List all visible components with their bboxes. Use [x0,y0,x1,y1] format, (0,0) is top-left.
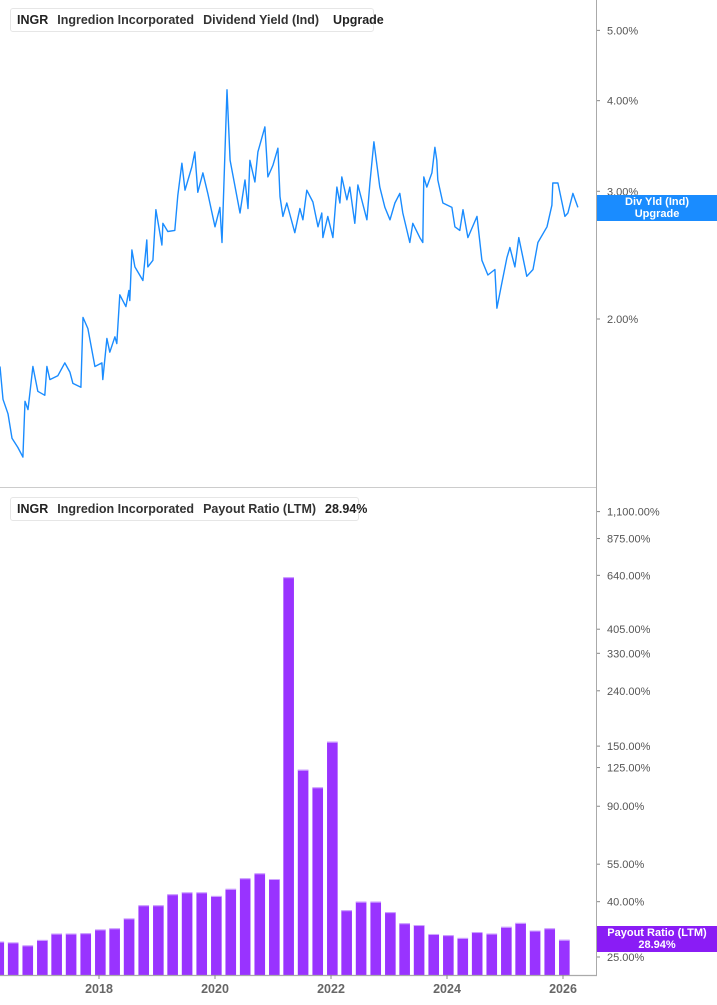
x-tick-label: 2018 [85,982,113,996]
payout-bar [529,930,541,975]
payout-bar [370,901,382,975]
payout-bar [22,945,34,975]
payout-ratio-current-tag: Payout Ratio (LTM) 28.94% [597,926,717,952]
payout-bar [501,926,512,975]
payout-bar [0,941,5,975]
x-tick-label: 2024 [433,982,461,996]
x-tick-label: 2020 [201,982,229,996]
y-tick-label: 4.00% [607,96,638,108]
payout-bar [239,878,251,975]
y-tick-label: 405.00% [607,624,651,636]
y-tick-label: 2.00% [607,314,638,326]
payout-bar [559,939,570,975]
payout-bar [385,912,396,975]
dividend-yield-current-tag[interactable]: Div Yld (Ind) Upgrade [597,195,717,221]
y-tick-label: 150.00% [607,741,651,753]
legend-company: Ingredion Incorporated [57,502,195,516]
payout-bar [544,928,556,975]
y-tick-label: 5.00% [607,25,638,37]
payout-bar [196,892,208,975]
payout-bar [211,895,222,975]
legend-ticker: INGR [17,13,49,27]
legend-company: Ingredion Incorporated [57,13,195,27]
payout-bar [283,577,294,975]
payout-bar [312,787,324,975]
legend-ticker: INGR [17,502,49,516]
payout-bar [341,910,352,975]
axes: 5.00%4.00%3.00%2.00%1,100.00%875.00%640.… [0,0,660,996]
payout-bar [123,918,135,975]
y-tick-label: 25.00% [607,952,645,964]
payout-bar [254,873,266,975]
payout-bar [95,929,106,975]
payout-bar [486,933,498,975]
payout-bar [269,879,280,975]
payout-bar [413,925,425,975]
payout-bar [7,942,19,975]
payout-bar [181,892,193,975]
y-tick-label: 125.00% [607,763,651,775]
y-tick-label: 90.00% [607,801,645,813]
payout-bar [80,933,92,975]
y-tick-label: 240.00% [607,686,651,698]
tag-value: 28.94% [638,939,676,951]
x-tick-label: 2026 [549,982,577,996]
y-tick-label: 330.00% [607,648,651,660]
payout-bar [65,933,77,975]
payout-bar [515,922,526,975]
y-tick-label: 1,100.00% [607,507,660,519]
tag-label: Payout Ratio (LTM) [607,927,707,939]
payout-bar [153,905,164,975]
payout-bar [51,933,62,975]
payout-bar [428,933,440,975]
payout-bar [138,905,150,975]
payout-ratio-chart [0,577,570,975]
dividend-yield-chart [0,89,579,458]
payout-bar [443,935,454,975]
payout-bar [297,769,309,975]
legend-upgrade-link[interactable]: Upgrade [333,13,384,27]
y-tick-label: 55.00% [607,859,645,871]
payout-bar [399,923,410,975]
payout-bar [109,928,120,975]
payout-bar [471,932,483,975]
payout-ratio-legend[interactable]: INGR Ingredion Incorporated Payout Ratio… [10,497,367,521]
legend-metric: Payout Ratio (LTM) [203,502,317,516]
payout-bar [355,901,367,975]
dividend-yield-line [0,89,579,458]
legend-value: 28.94% [325,502,368,516]
y-tick-label: 875.00% [607,534,651,546]
tag-label: Div Yld (Ind) [625,196,689,208]
payout-bar [225,888,237,975]
payout-bar [167,894,178,975]
payout-bar [457,937,469,975]
x-tick-label: 2022 [317,982,345,996]
legend-metric: Dividend Yield (Ind) [203,13,320,27]
y-tick-label: 640.00% [607,570,651,582]
tag-upgrade[interactable]: Upgrade [634,208,680,220]
payout-bar [37,939,48,975]
y-tick-label: 40.00% [607,897,645,909]
dividend-yield-legend[interactable]: INGR Ingredion Incorporated Dividend Yie… [10,8,384,32]
payout-bar [327,741,338,975]
